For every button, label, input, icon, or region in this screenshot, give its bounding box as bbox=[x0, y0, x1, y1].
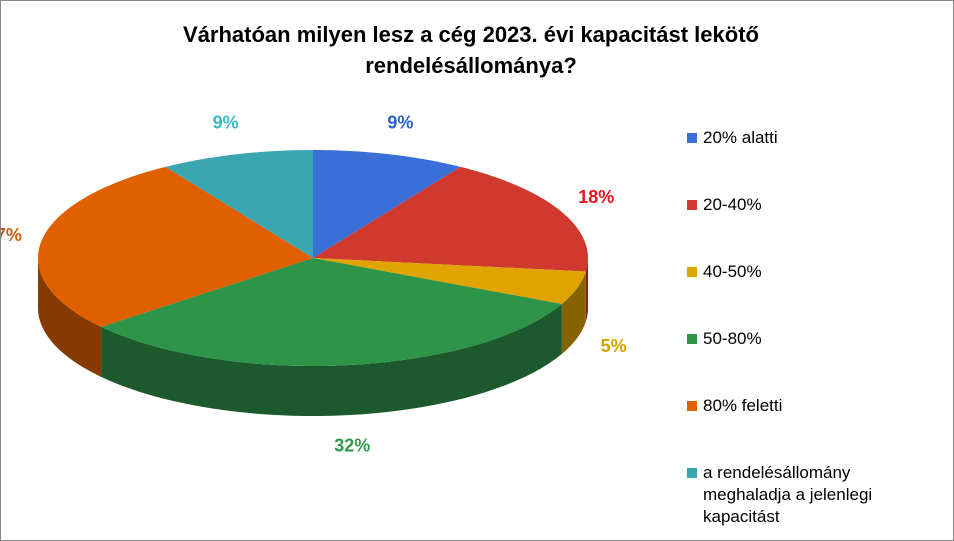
legend-swatch bbox=[687, 334, 697, 344]
legend: 20% alatti 20-40% 40-50% 50-80% 80% feletti a… bbox=[687, 127, 927, 529]
legend-swatch bbox=[687, 468, 697, 478]
legend-label: 40-50% bbox=[703, 262, 762, 281]
slice bbox=[165, 150, 313, 258]
legend-item: 50-80% bbox=[687, 328, 927, 395]
legend-swatch bbox=[687, 200, 697, 210]
slice bbox=[313, 150, 461, 258]
slice-side bbox=[38, 258, 102, 377]
data-label: 5% bbox=[601, 336, 627, 356]
slice bbox=[313, 258, 586, 304]
legend-item: 40-50% bbox=[687, 261, 927, 328]
legend-label: 80% feletti bbox=[703, 396, 783, 415]
legend-label: 20-40% bbox=[703, 195, 762, 214]
data-label: 9% bbox=[213, 112, 239, 132]
chart-title: Várhatóan milyen lesz a cég 2023. évi ka… bbox=[183, 22, 759, 78]
legend-item: 80% feletti bbox=[687, 395, 927, 462]
legend-label: 50-80% bbox=[703, 329, 762, 348]
data-label: 32% bbox=[334, 436, 370, 456]
data-label: 27% bbox=[1, 225, 22, 245]
legend-item: 20% alatti bbox=[687, 127, 927, 194]
slice-side bbox=[101, 303, 562, 416]
legend-swatch bbox=[687, 133, 697, 143]
legend-item: 20-40% bbox=[687, 194, 927, 261]
slice bbox=[313, 166, 588, 272]
legend-item: a rendelésállomány meghaladja a jelenleg… bbox=[687, 462, 927, 529]
slice bbox=[101, 258, 562, 366]
slice bbox=[38, 166, 313, 327]
slice-side bbox=[585, 258, 588, 322]
legend-label: a rendelésállomány meghaladja a jelenleg… bbox=[703, 463, 873, 526]
legend-swatch bbox=[687, 401, 697, 411]
data-label: 18% bbox=[578, 187, 614, 207]
legend-swatch bbox=[687, 267, 697, 277]
slice-side bbox=[561, 271, 586, 354]
data-label: 9% bbox=[387, 112, 413, 132]
legend-label: 20% alatti bbox=[703, 128, 778, 147]
